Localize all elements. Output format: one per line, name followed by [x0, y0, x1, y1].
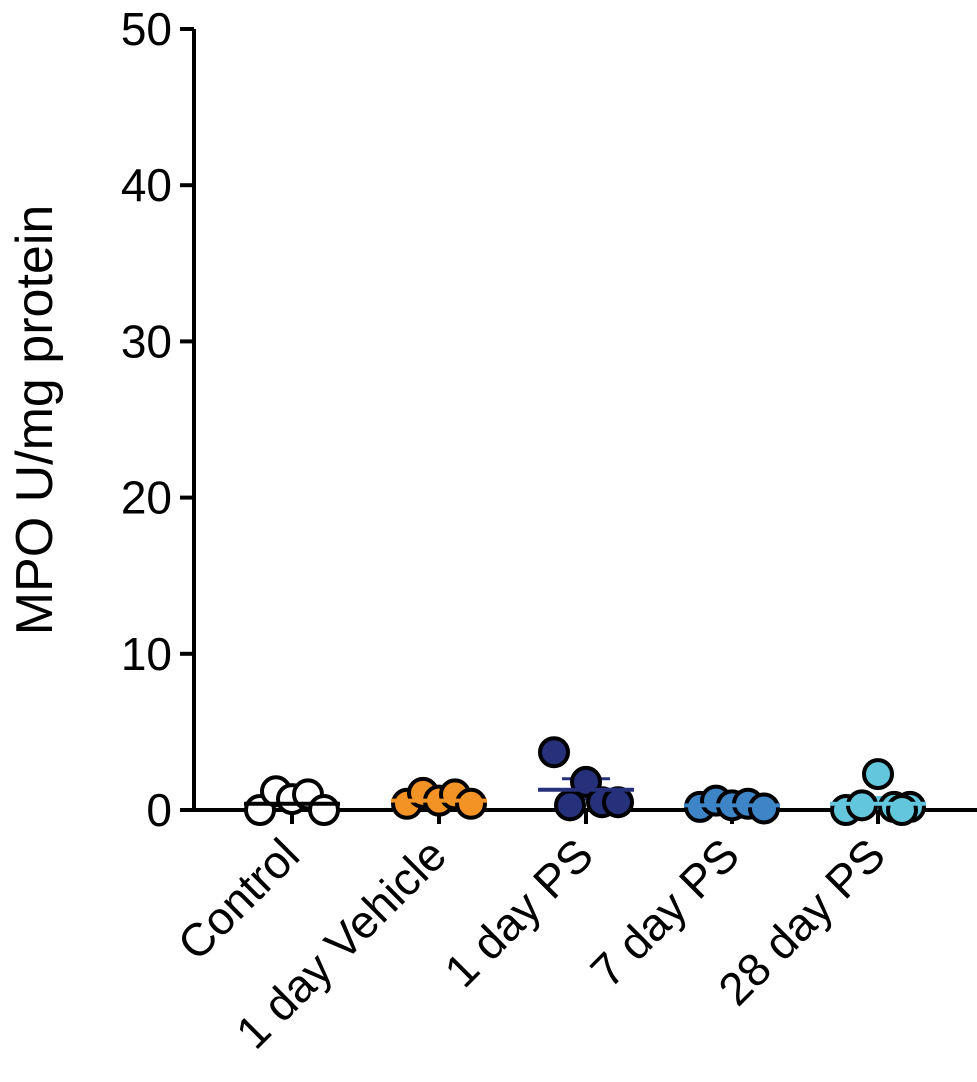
x-tick-label: Control	[167, 828, 309, 970]
y-tick-label: 10	[121, 628, 172, 680]
y-tick-label: 0	[146, 784, 172, 836]
data-marks	[244, 736, 926, 826]
series-group	[684, 784, 780, 825]
y-tick-label: 30	[121, 315, 172, 367]
data-point	[886, 794, 918, 826]
series-group	[538, 736, 634, 822]
y-tick-label: 20	[121, 472, 172, 524]
data-point	[748, 792, 780, 825]
data-point	[862, 758, 894, 791]
y-tick-label: 50	[121, 3, 172, 55]
y-axis-title: MPO U/mg protein	[6, 205, 64, 636]
x-tick-label: 1 day PS	[434, 828, 603, 997]
data-point	[538, 736, 570, 769]
series-group	[244, 775, 340, 826]
data-point	[308, 794, 340, 826]
series-group	[830, 758, 926, 826]
y-axis: 0 10 20 30 40 50	[121, 3, 196, 836]
y-tick-label: 40	[121, 159, 172, 211]
data-point	[602, 786, 634, 819]
series-group	[391, 776, 487, 820]
data-point	[455, 787, 487, 820]
